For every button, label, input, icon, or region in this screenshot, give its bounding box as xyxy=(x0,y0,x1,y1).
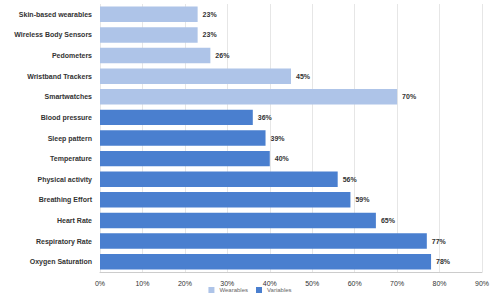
svg-text:Oxygen Saturation: Oxygen Saturation xyxy=(30,258,92,266)
svg-text:40%: 40% xyxy=(275,155,290,162)
svg-text:20%: 20% xyxy=(178,280,192,287)
svg-text:Physical activity: Physical activity xyxy=(38,176,93,184)
svg-text:77%: 77% xyxy=(432,238,447,245)
svg-text:Wireless Body Sensors: Wireless Body Sensors xyxy=(14,31,92,39)
svg-text:10%: 10% xyxy=(135,280,149,287)
svg-text:59%: 59% xyxy=(355,196,370,203)
svg-text:70%: 70% xyxy=(402,93,417,100)
svg-text:36%: 36% xyxy=(258,114,273,121)
svg-text:70%: 70% xyxy=(390,280,404,287)
svg-text:56%: 56% xyxy=(343,176,358,183)
svg-text:23%: 23% xyxy=(203,31,218,38)
svg-text:Temperature: Temperature xyxy=(50,155,92,163)
svg-text:78%: 78% xyxy=(436,258,451,265)
svg-text:Pedometers: Pedometers xyxy=(52,52,92,59)
svg-text:Blood pressure: Blood pressure xyxy=(41,114,92,122)
svg-text:Respiratory Rate: Respiratory Rate xyxy=(36,238,92,246)
svg-text:Heart Rate: Heart Rate xyxy=(57,217,92,224)
svg-text:Sleep pattern: Sleep pattern xyxy=(48,135,92,143)
svg-text:45%: 45% xyxy=(296,73,311,80)
svg-text:Breathing Effort: Breathing Effort xyxy=(39,196,93,204)
svg-text:40%: 40% xyxy=(263,280,277,287)
svg-text:50%: 50% xyxy=(305,280,319,287)
svg-text:30%: 30% xyxy=(220,280,234,287)
svg-text:Smartwatches: Smartwatches xyxy=(45,93,93,100)
svg-text:90%: 90% xyxy=(475,280,489,287)
svg-text:80%: 80% xyxy=(433,280,447,287)
svg-text:23%: 23% xyxy=(203,11,218,18)
svg-text:Variables: Variables xyxy=(267,287,292,293)
svg-text:Skin-based wearables: Skin-based wearables xyxy=(19,11,92,18)
svg-text:Wristband Trackers: Wristband Trackers xyxy=(27,73,92,80)
svg-text:0%: 0% xyxy=(95,280,105,287)
svg-text:39%: 39% xyxy=(271,135,286,142)
svg-text:Wearables: Wearables xyxy=(219,287,248,293)
svg-text:65%: 65% xyxy=(381,217,396,224)
svg-text:60%: 60% xyxy=(348,280,362,287)
svg-text:26%: 26% xyxy=(215,52,230,59)
